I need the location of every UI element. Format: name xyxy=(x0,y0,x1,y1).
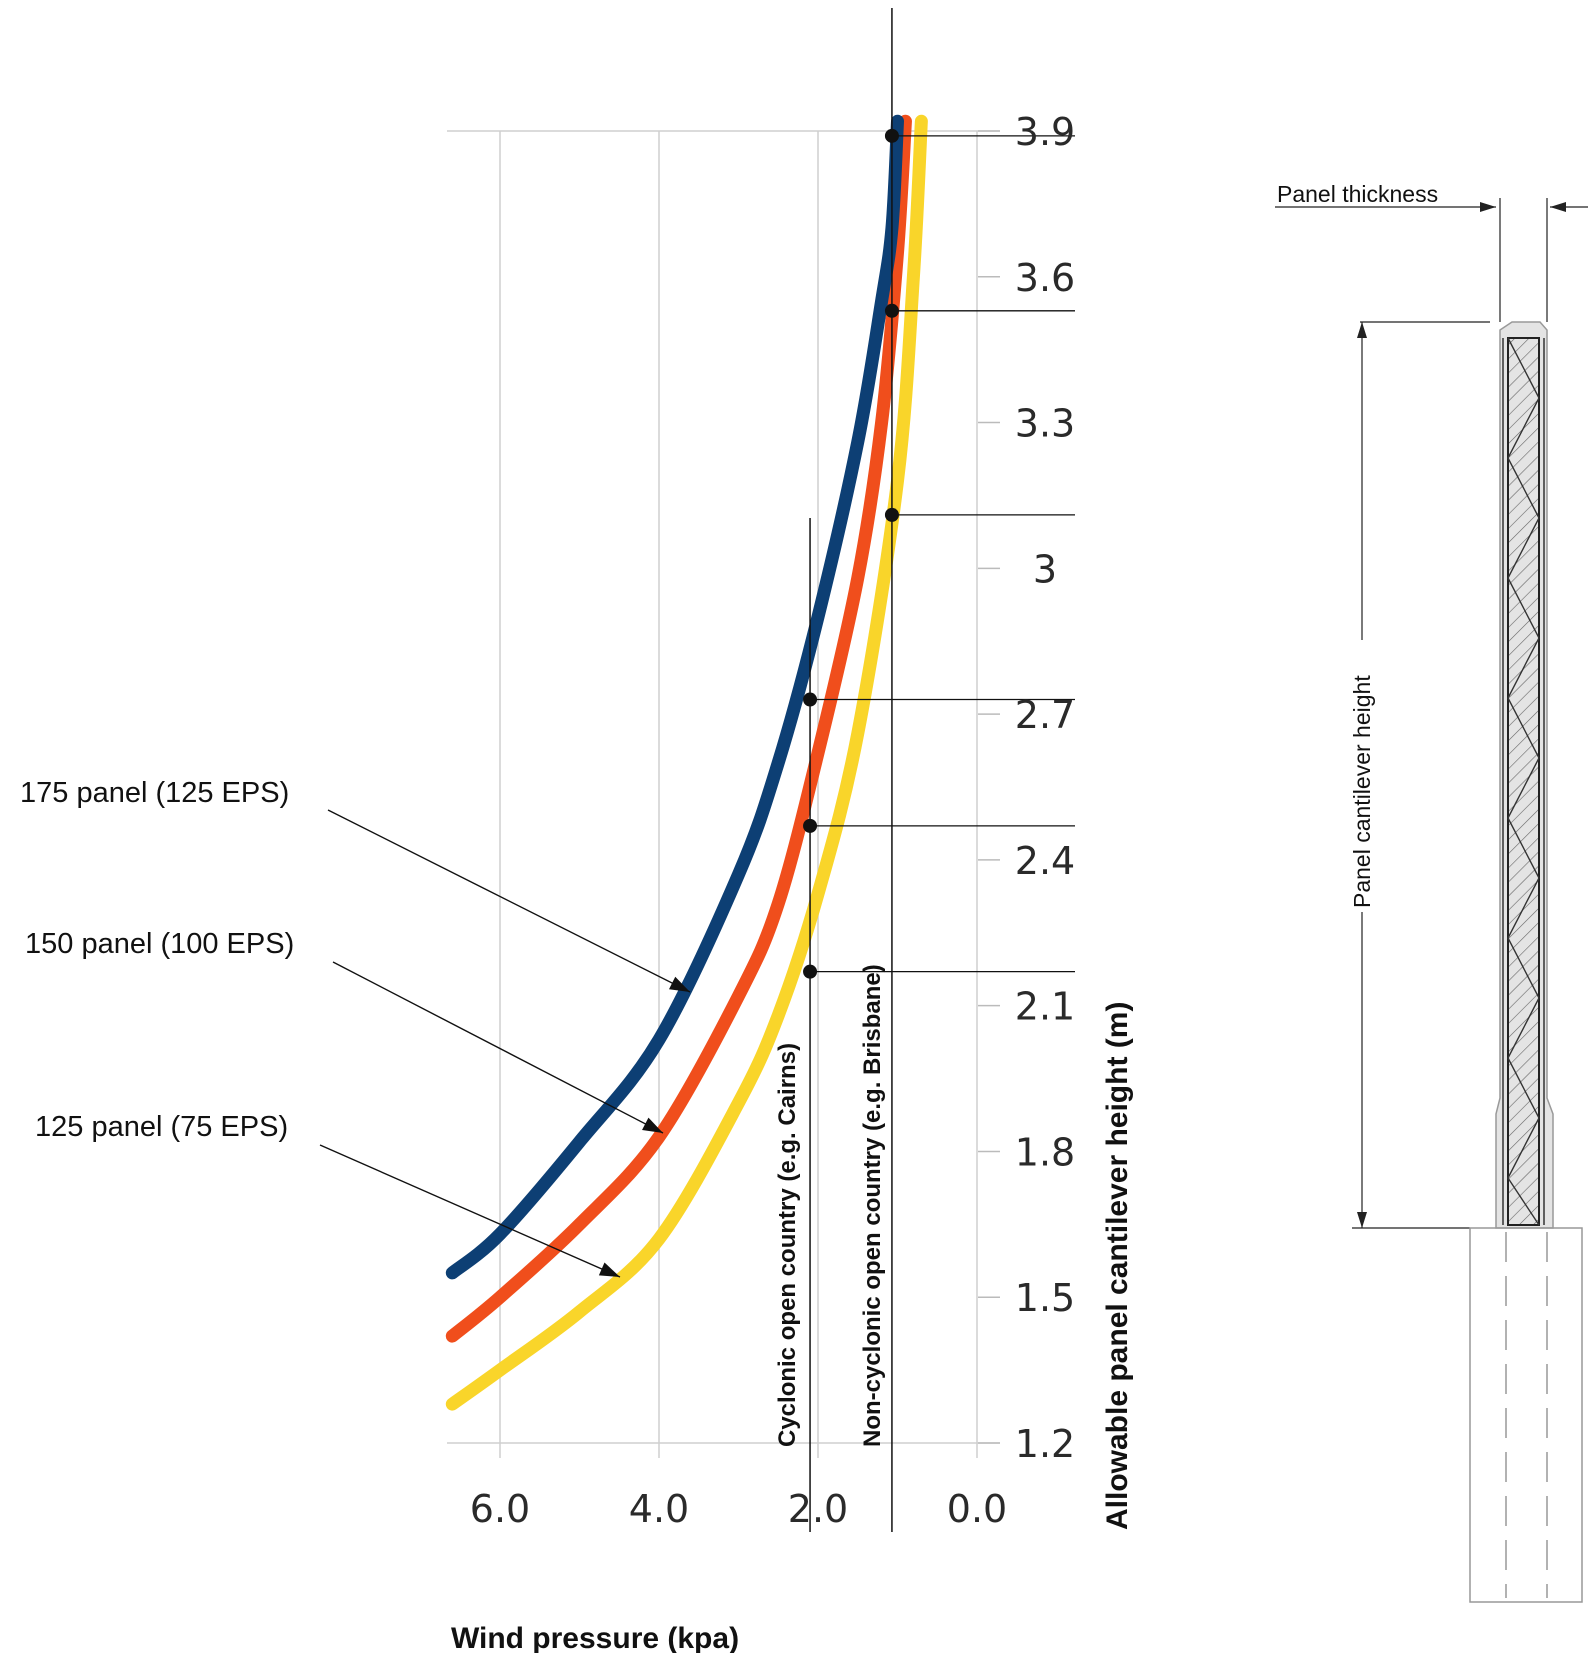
reference-point xyxy=(803,964,818,979)
x-tick-label: 4.0 xyxy=(629,1487,689,1531)
series-line xyxy=(445,114,928,1411)
x-tick-label: 6.0 xyxy=(470,1487,530,1531)
footing xyxy=(1469,1227,1583,1603)
y-axis-title: Allowable panel cantilever height (m) xyxy=(1101,1002,1134,1530)
plot-area: 6.0 4.0 2.0 0.0 3.9 3.6 3.3 3 2.7 2.4 2.1 1.8 1.5 1.2 xyxy=(445,8,1075,1532)
panel-cantilever-height-label: Panel cantilever height xyxy=(1349,675,1375,908)
tick-labels: 6.0 4.0 2.0 0.0 3.9 3.6 3.3 3 2.7 2.4 2.1 1.8 1.5 1.2 xyxy=(470,110,1075,1531)
leader-line xyxy=(319,1144,621,1278)
reference-lines xyxy=(803,8,1075,1532)
ref-label-non-cyclonic: Non-cyclonic open country (e.g. Brisbane… xyxy=(859,964,886,1447)
ref-label-cyclonic: Cyclonic open country (e.g. Cairns) xyxy=(774,1043,801,1447)
y-tick-label: 2.7 xyxy=(1015,693,1075,737)
series-line xyxy=(445,114,904,1280)
panel-diagram: Panel thickness Panel cantilever height xyxy=(1275,181,1588,1603)
x-tick-label: 2.0 xyxy=(788,1487,848,1531)
leader-line xyxy=(327,809,691,993)
series-label-150: 150 panel (100 EPS) xyxy=(25,928,294,960)
y-tick-label: 3 xyxy=(1033,547,1057,591)
y-tick-label: 3.3 xyxy=(1015,402,1075,446)
y-tick-label: 1.8 xyxy=(1015,1130,1075,1174)
panel-thickness-label: Panel thickness xyxy=(1277,181,1438,207)
leader-arrowhead xyxy=(642,1117,663,1133)
leader-arrowhead xyxy=(668,976,690,992)
series-annotations: 175 panel (125 EPS) 150 panel (100 EPS) … xyxy=(20,777,691,1278)
y-tick-label: 2.4 xyxy=(1015,839,1075,883)
reference-point xyxy=(803,692,818,707)
reference-point xyxy=(884,128,899,143)
y-tick-label: 3.6 xyxy=(1015,256,1075,300)
reference-point xyxy=(884,507,899,522)
leader-line xyxy=(332,961,664,1134)
series-label-175: 175 panel (125 EPS) xyxy=(20,777,289,809)
panel-zigzag xyxy=(1507,337,1540,1226)
y-tick-label: 1.2 xyxy=(1015,1422,1075,1466)
reference-point xyxy=(884,303,899,318)
y-tick-label: 2.1 xyxy=(1015,985,1075,1029)
leader-arrowhead xyxy=(598,1262,620,1277)
series-label-125: 125 panel (75 EPS) xyxy=(35,1111,288,1143)
y-tick-label: 1.5 xyxy=(1015,1276,1075,1320)
reference-point xyxy=(803,818,818,833)
x-axis-title: Wind pressure (kpa) xyxy=(451,1622,739,1653)
panel-core xyxy=(1507,337,1540,1226)
series-line xyxy=(445,114,912,1343)
grid-lines xyxy=(447,130,1000,1458)
y-tick-label: 3.9 xyxy=(1015,110,1075,154)
leader-arrows xyxy=(319,809,691,1278)
series-layer xyxy=(445,114,928,1411)
x-tick-label: 0.0 xyxy=(947,1487,1007,1531)
